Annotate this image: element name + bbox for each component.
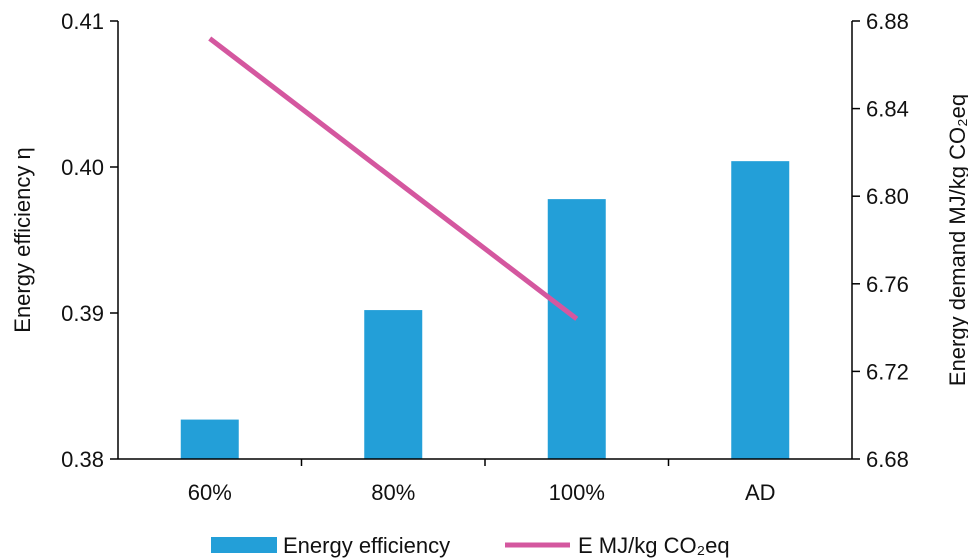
right-tick-label: 6.88	[866, 9, 909, 34]
legend: Energy efficiency E MJ/kg CO₂eq	[211, 533, 730, 558]
x-tick-label: AD	[745, 480, 776, 505]
right-tick-group: 6.68 6.72 6.76 6.80 6.84 6.88	[852, 9, 909, 472]
right-tick-label: 6.68	[866, 447, 909, 472]
right-tick-label: 6.76	[866, 272, 909, 297]
line-series-group	[208, 36, 579, 321]
legend-swatch-energy-efficiency	[211, 537, 277, 553]
right-tick-label: 6.80	[866, 184, 909, 209]
bar-ad	[731, 161, 790, 459]
left-tick-label: 0.38	[61, 447, 104, 472]
right-tick-label: 6.84	[866, 97, 909, 122]
left-tick-label: 0.41	[61, 9, 104, 34]
line-energy-demand	[208, 36, 579, 321]
bar-60pct	[180, 419, 239, 459]
left-tick-group: 0.38 0.39 0.40 0.41	[61, 9, 118, 472]
left-axis-title: Energy efficiency η	[10, 147, 35, 332]
legend-label-energy-efficiency: Energy efficiency	[283, 533, 450, 558]
x-tick-group: 60% 80% 100% AD	[188, 459, 776, 505]
left-tick-label: 0.39	[61, 301, 104, 326]
left-tick-label: 0.40	[61, 155, 104, 180]
x-tick-label: 80%	[371, 480, 415, 505]
right-axis-title: Energy demand MJ/kg CO₂eq	[945, 94, 968, 386]
bar-80pct	[364, 310, 423, 459]
x-tick-label: 100%	[549, 480, 605, 505]
x-tick-label: 60%	[188, 480, 232, 505]
legend-label-energy-demand: E MJ/kg CO₂eq	[578, 533, 730, 558]
right-tick-label: 6.72	[866, 359, 909, 384]
bar-series-group	[180, 161, 790, 459]
bar-100pct	[547, 199, 606, 459]
